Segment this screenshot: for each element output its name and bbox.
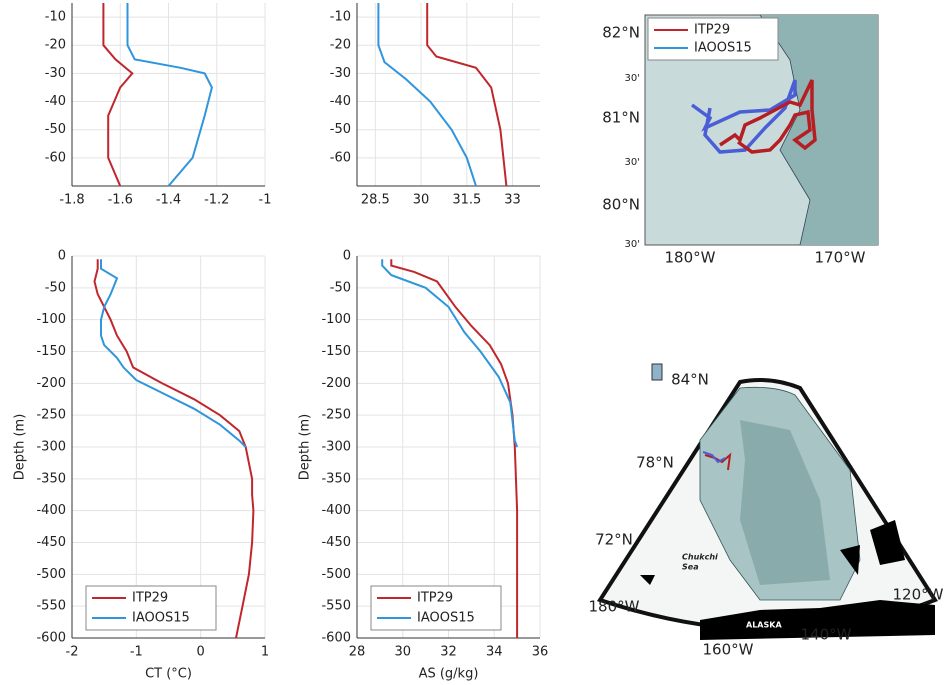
y-tick-label: -400 bbox=[36, 503, 66, 518]
x-tick-label: 31.5 bbox=[452, 193, 481, 208]
lon-label: 160°W bbox=[703, 641, 754, 659]
x-tick-label: 0 bbox=[197, 645, 205, 660]
lat-label: 72°N bbox=[595, 531, 633, 549]
y-tick-label: -20 bbox=[330, 38, 351, 53]
x-tick-label: 30 bbox=[413, 193, 430, 208]
y-tick-label: -10 bbox=[45, 10, 66, 25]
y-tick-label: -50 bbox=[330, 122, 351, 137]
y-tick-label: -550 bbox=[321, 599, 351, 614]
y-tick-label: -30 bbox=[330, 66, 351, 81]
lat-label: 30' bbox=[625, 157, 640, 168]
lat-label: 78°N bbox=[636, 454, 674, 472]
lat-label: 81°N bbox=[602, 109, 640, 127]
y-axis-label: Depth (m) bbox=[13, 414, 28, 481]
x-tick-label: -1 bbox=[259, 193, 272, 208]
x-tick-label: -2 bbox=[66, 645, 79, 660]
x-tick-label: 30 bbox=[394, 645, 411, 660]
y-tick-label: -40 bbox=[330, 94, 351, 109]
x-tick-label: 33 bbox=[504, 193, 521, 208]
y-tick-label: -50 bbox=[45, 122, 66, 137]
y-tick-label: -350 bbox=[36, 471, 66, 486]
y-tick-label: -10 bbox=[330, 10, 351, 25]
x-axis-label: CT (°C) bbox=[145, 667, 192, 682]
y-tick-label: -60 bbox=[330, 150, 351, 165]
y-tick-label: -100 bbox=[36, 312, 66, 327]
y-tick-label: 0 bbox=[343, 249, 351, 264]
lon-label: 180°W bbox=[589, 598, 640, 616]
x-tick-label: -1 bbox=[130, 645, 143, 660]
lat-label: 82°N bbox=[602, 24, 640, 42]
lon-label: 140°W bbox=[801, 626, 852, 644]
legend-label: IAOOS15 bbox=[132, 611, 190, 626]
y-tick-label: -20 bbox=[45, 38, 66, 53]
y-tick-label: -450 bbox=[36, 535, 66, 550]
legend-label: IAOOS15 bbox=[694, 41, 752, 56]
land-label: ALASKA bbox=[746, 621, 782, 630]
y-tick-label: -600 bbox=[321, 631, 351, 646]
y-tick-label: -550 bbox=[36, 599, 66, 614]
y-tick-label: -450 bbox=[321, 535, 351, 550]
y-tick-label: -50 bbox=[330, 280, 351, 295]
y-tick-label: -60 bbox=[45, 150, 66, 165]
x-tick-label: 28 bbox=[349, 645, 366, 660]
y-tick-label: -500 bbox=[321, 567, 351, 582]
x-tick-label: -1.8 bbox=[59, 193, 84, 208]
y-tick-label: -300 bbox=[36, 440, 66, 455]
y-tick-label: -400 bbox=[321, 503, 351, 518]
x-tick-label: -1.4 bbox=[156, 193, 181, 208]
figure: ITP29 IAOOS15 82°N 30' 81°N 30' 80°N 30'… bbox=[0, 0, 945, 685]
profile-line bbox=[95, 259, 254, 638]
y-tick-label: -350 bbox=[321, 471, 351, 486]
y-tick-label: -250 bbox=[321, 408, 351, 423]
lat-label: 80°N bbox=[602, 196, 640, 214]
y-tick-label: -40 bbox=[45, 94, 66, 109]
x-tick-label: 32 bbox=[440, 645, 457, 660]
lon-label: 120°W bbox=[893, 586, 944, 604]
lat-label: 84°N bbox=[671, 371, 709, 389]
y-tick-label: -300 bbox=[321, 440, 351, 455]
x-axis-label: AS (g/kg) bbox=[419, 667, 479, 682]
y-axis-label: Depth (m) bbox=[298, 414, 313, 481]
lon-label: 170°W bbox=[815, 249, 866, 267]
x-tick-label: -1.6 bbox=[108, 193, 133, 208]
y-tick-label: -500 bbox=[36, 567, 66, 582]
sea-label: Chukchi bbox=[682, 553, 718, 562]
lat-label: 30' bbox=[625, 73, 640, 84]
profile-line bbox=[128, 3, 212, 186]
page: ITP29 IAOOS15 82°N 30' 81°N 30' 80°N 30'… bbox=[0, 0, 945, 685]
x-tick-label: 28.5 bbox=[361, 193, 390, 208]
y-tick-label: -200 bbox=[36, 376, 66, 391]
x-tick-label: 34 bbox=[486, 645, 503, 660]
lon-label: 180°W bbox=[665, 249, 716, 267]
y-tick-label: -150 bbox=[36, 344, 66, 359]
legend-label: ITP29 bbox=[417, 591, 453, 606]
inset-box bbox=[652, 364, 662, 380]
sea-label: Sea bbox=[682, 563, 699, 572]
y-tick-label: -200 bbox=[321, 376, 351, 391]
legend-label: ITP29 bbox=[132, 591, 168, 606]
legend-label: ITP29 bbox=[694, 23, 730, 38]
arctic-map: 84°N 78°N 72°N 180°W 160°W 140°W 120°W C… bbox=[589, 364, 944, 659]
regional-map: ITP29 IAOOS15 82°N 30' 81°N 30' 80°N 30'… bbox=[602, 15, 878, 267]
y-tick-label: -30 bbox=[45, 66, 66, 81]
x-tick-label: 36 bbox=[532, 645, 549, 660]
y-tick-label: 0 bbox=[58, 249, 66, 264]
y-tick-label: -50 bbox=[45, 280, 66, 295]
y-tick-label: -600 bbox=[36, 631, 66, 646]
x-tick-label: 1 bbox=[261, 645, 269, 660]
y-tick-label: -150 bbox=[321, 344, 351, 359]
y-tick-label: -250 bbox=[36, 408, 66, 423]
y-tick-label: -100 bbox=[321, 312, 351, 327]
x-tick-label: -1.2 bbox=[204, 193, 229, 208]
lat-label: 30' bbox=[625, 239, 640, 250]
legend-label: IAOOS15 bbox=[417, 611, 475, 626]
